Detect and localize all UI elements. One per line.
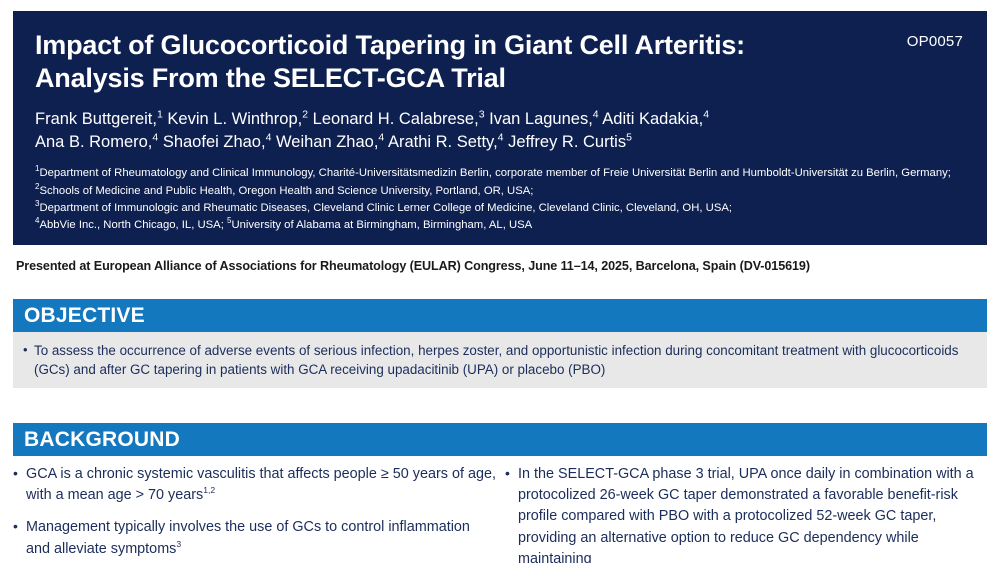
objective-panel: • To assess the occurrence of adverse ev… [13, 332, 987, 388]
background-bullet-text: In the SELECT-GCA phase 3 trial, UPA onc… [518, 466, 974, 563]
author-line-1: Frank Buttgereit,1 Kevin L. Winthrop,2 L… [35, 108, 710, 128]
objective-bullet-text: To assess the occurrence of adverse even… [34, 343, 959, 378]
objective-bullet: • To assess the occurrence of adverse ev… [23, 341, 973, 379]
background-bullet-text: GCA is a chronic systemic vasculitis tha… [26, 466, 496, 504]
affiliation-list: 1Department of Rheumatology and Clinical… [35, 165, 965, 234]
background-bullet: • GCA is a chronic systemic vasculitis t… [13, 464, 497, 506]
affiliation-line-3: 4AbbVie Inc., North Chicago, IL, USA; 5U… [35, 216, 533, 231]
section-header-background: BACKGROUND [13, 423, 987, 456]
section-title-objective: OBJECTIVE [24, 303, 145, 327]
background-column-left: • GCA is a chronic systemic vasculitis t… [13, 464, 505, 563]
affiliation-line-1: 1Department of Rheumatology and Clinical… [35, 164, 951, 197]
background-bullet-text: Management typically involves the use of… [26, 519, 470, 557]
background-bullet: • In the SELECT-GCA phase 3 trial, UPA o… [505, 464, 987, 563]
author-list: Frank Buttgereit,1 Kevin L. Winthrop,2 L… [35, 108, 965, 154]
section-header-objective: OBJECTIVE [13, 299, 987, 332]
page-title: Impact of Glucocorticoid Tapering in Gia… [35, 30, 745, 93]
section-title-background: BACKGROUND [24, 427, 180, 451]
bullet-icon: • [23, 342, 28, 357]
background-column-right: • In the SELECT-GCA phase 3 trial, UPA o… [505, 464, 987, 563]
affiliation-line-2: 3Department of Immunologic and Rheumatic… [35, 198, 733, 214]
background-body: • GCA is a chronic systemic vasculitis t… [13, 464, 987, 563]
background-bullet: • Management typically involves the use … [13, 517, 497, 559]
bullet-icon: • [13, 518, 18, 535]
title-banner: OP0057 Impact of Glucocorticoid Tapering… [13, 11, 987, 245]
poster-code-badge: OP0057 [906, 33, 963, 50]
bullet-icon: • [13, 465, 18, 481]
author-line-2: Ana B. Romero,4 Shaofei Zhao,4 Weihan Zh… [35, 131, 632, 151]
bullet-icon: • [505, 465, 510, 481]
presented-at-line: Presented at European Alliance of Associ… [16, 259, 810, 273]
